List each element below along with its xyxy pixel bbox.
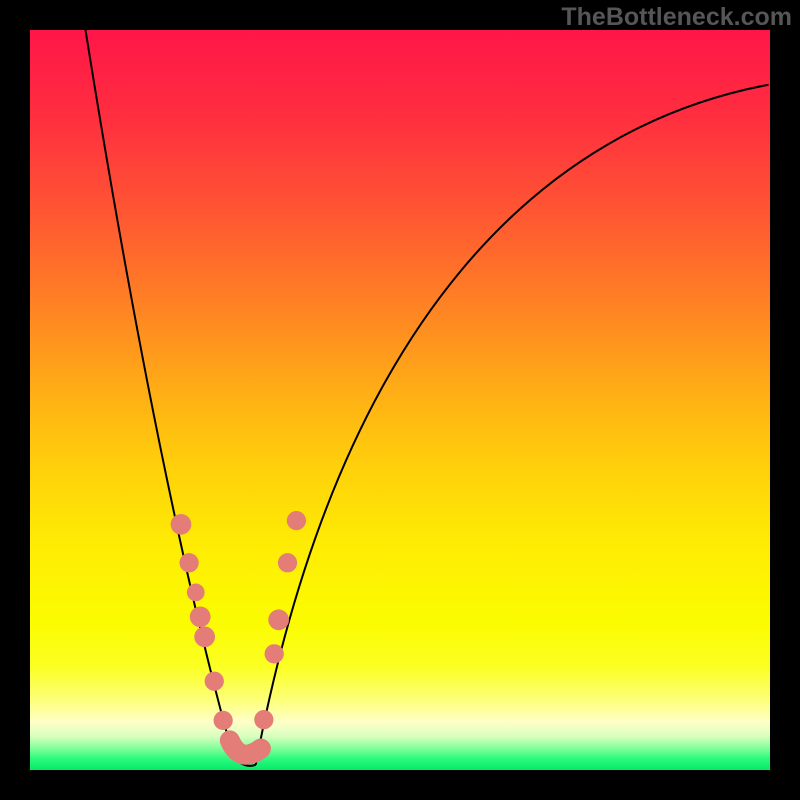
gradient-background (30, 30, 770, 770)
data-point (287, 511, 306, 530)
data-point (254, 710, 273, 729)
data-point (205, 672, 224, 691)
bottleneck-chart (30, 30, 770, 770)
data-point (265, 644, 284, 663)
data-point (214, 711, 233, 730)
data-point (190, 606, 211, 627)
data-point (171, 514, 192, 535)
data-point (179, 553, 198, 572)
plot-area (30, 30, 770, 770)
data-point (278, 553, 297, 572)
data-point (194, 626, 215, 647)
data-point (268, 609, 289, 630)
chart-frame: TheBottleneck.com (0, 0, 800, 800)
data-point (187, 584, 205, 602)
watermark-text: TheBottleneck.com (561, 3, 792, 32)
